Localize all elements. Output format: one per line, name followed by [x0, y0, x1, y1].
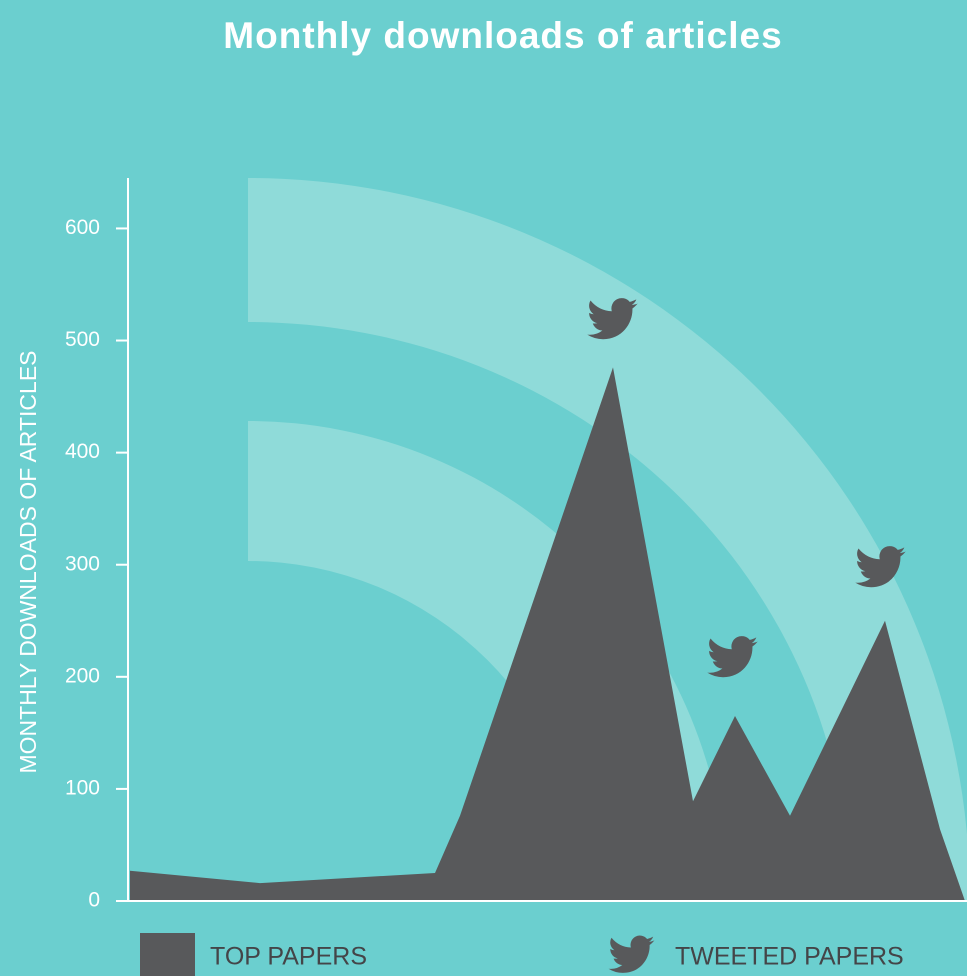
y-tick-label: 500 [65, 328, 100, 351]
page: {"chart_data": { "type": "area", "title"… [0, 0, 967, 976]
y-tick-label: 200 [65, 664, 100, 687]
legend-swatch [140, 933, 195, 976]
y-axis-label: MONTHLY DOWNLOADS OF ARTICLES [15, 350, 41, 773]
legend-label: TOP PAPERS [210, 943, 367, 971]
chart-title: Monthly downloads of articles [223, 15, 782, 56]
legend-label: TWEETED PAPERS [675, 943, 904, 971]
y-tick-label: 600 [65, 216, 100, 239]
y-tick-label: 300 [65, 552, 100, 575]
chart: Monthly downloads of articles MONTHLY DO… [0, 0, 967, 976]
y-tick-label: 100 [65, 776, 100, 799]
y-tick-label: 0 [88, 889, 100, 912]
y-tick-label: 400 [65, 440, 100, 463]
